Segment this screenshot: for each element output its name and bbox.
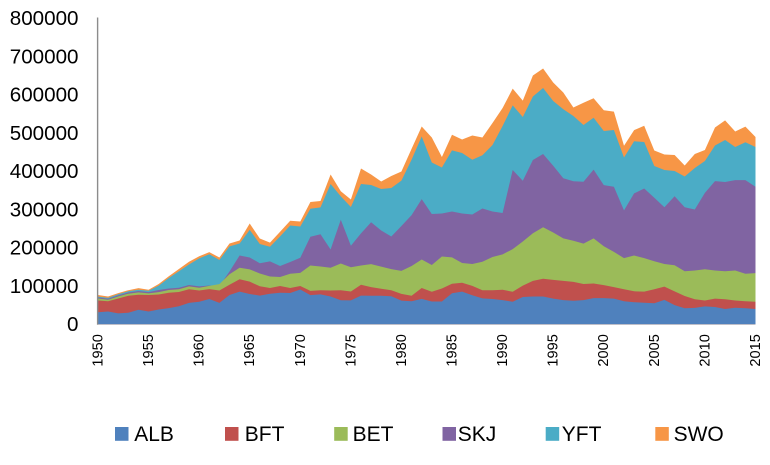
svg-text:1965: 1965 [242, 334, 258, 366]
svg-text:1950: 1950 [91, 334, 107, 366]
svg-text:SKJ: SKJ [458, 423, 497, 446]
svg-text:1975: 1975 [343, 334, 359, 366]
svg-text:BFT: BFT [245, 423, 285, 446]
svg-text:1970: 1970 [293, 334, 309, 366]
svg-text:1980: 1980 [394, 334, 410, 366]
svg-text:SWO: SWO [674, 423, 724, 446]
svg-text:2000: 2000 [596, 334, 612, 366]
svg-text:2005: 2005 [647, 334, 663, 366]
svg-text:600000: 600000 [10, 84, 79, 107]
svg-text:400000: 400000 [10, 160, 79, 183]
svg-text:BET: BET [353, 423, 394, 446]
svg-text:0: 0 [67, 313, 78, 336]
svg-text:700000: 700000 [10, 46, 79, 69]
svg-text:1990: 1990 [495, 334, 511, 366]
svg-text:1985: 1985 [445, 334, 461, 366]
svg-text:2015: 2015 [748, 334, 764, 366]
svg-text:YFT: YFT [562, 423, 602, 446]
svg-text:200000: 200000 [10, 237, 79, 260]
svg-text:2010: 2010 [697, 334, 713, 366]
svg-text:1995: 1995 [546, 334, 562, 366]
svg-text:100000: 100000 [10, 275, 79, 298]
svg-text:300000: 300000 [10, 198, 79, 221]
svg-text:1960: 1960 [192, 334, 208, 366]
svg-text:800000: 800000 [10, 7, 79, 30]
svg-text:ALB: ALB [134, 423, 174, 446]
svg-text:500000: 500000 [10, 122, 79, 145]
svg-text:1955: 1955 [141, 334, 157, 366]
